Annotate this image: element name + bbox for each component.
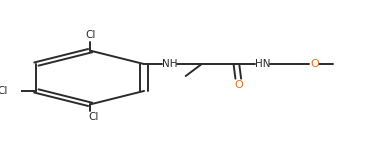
Text: NH: NH xyxy=(162,59,178,69)
Text: Cl: Cl xyxy=(85,30,95,40)
Text: Cl: Cl xyxy=(89,112,99,122)
Text: HN: HN xyxy=(255,59,271,69)
Text: O: O xyxy=(311,59,319,69)
Text: Cl: Cl xyxy=(0,86,8,96)
Text: O: O xyxy=(234,80,243,90)
